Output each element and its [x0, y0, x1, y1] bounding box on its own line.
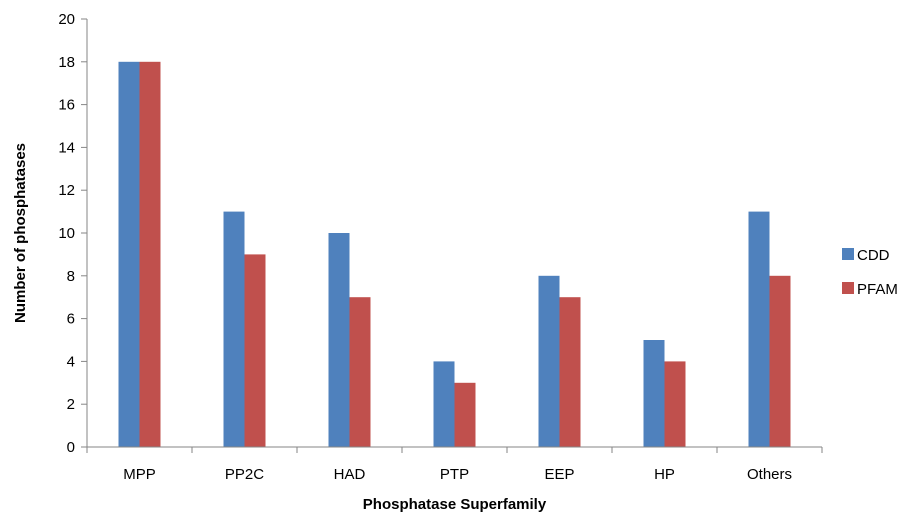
y-tick-label: 2 [67, 396, 75, 413]
x-tick-label: EEP [544, 466, 574, 483]
legend-label-cdd: CDD [857, 247, 890, 264]
x-tick-label: HAD [334, 466, 366, 483]
y-tick-label: 18 [58, 54, 75, 71]
y-tick-label: 14 [58, 139, 75, 156]
bar-pfam-mpp [139, 61, 161, 448]
x-tick-label: PTP [440, 466, 469, 483]
bar-pfam-ptp [454, 382, 476, 447]
legend-swatch-cdd [842, 248, 854, 260]
bar-cdd-eep [538, 275, 560, 447]
x-tick-label: MPP [123, 466, 156, 483]
bar-cdd-ptp [433, 361, 455, 447]
y-tick-label: 6 [67, 311, 75, 328]
bar-cdd-had [328, 233, 350, 447]
bar-pfam-eep [559, 297, 581, 447]
y-tick-label: 0 [67, 439, 75, 456]
bar-pfam-hp [664, 361, 686, 447]
x-tick-label: PP2C [225, 466, 264, 483]
y-ticks: 0 2 4 6 8 10 12 14 16 18 20 [58, 11, 87, 456]
y-tick-label: 10 [58, 225, 75, 242]
x-axis-title: Phosphatase Superfamily [363, 496, 547, 513]
x-tick-label: Others [747, 466, 792, 483]
legend: CDD PFAM [842, 247, 898, 298]
bar-pfam-had [349, 297, 371, 447]
bars-layer [118, 61, 791, 448]
bar-cdd-pp2c [223, 211, 245, 447]
y-tick-label: 8 [67, 268, 75, 285]
legend-label-pfam: PFAM [857, 281, 898, 298]
bar-cdd-others [748, 211, 770, 447]
y-tick-label: 4 [67, 353, 75, 370]
y-tick-label: 20 [58, 11, 75, 28]
bar-pfam-others [769, 275, 791, 447]
y-tick-label: 12 [58, 182, 75, 199]
y-tick-label: 16 [58, 97, 75, 114]
bar-pfam-pp2c [244, 254, 266, 447]
x-tick-label: HP [654, 466, 675, 483]
bar-cdd-hp [643, 340, 665, 447]
x-ticks: MPP PP2C HAD PTP EEP HP Others [86, 447, 823, 483]
legend-swatch-pfam [842, 282, 854, 294]
y-axis-title: Number of phosphatases [12, 143, 29, 323]
bar-cdd-mpp [118, 61, 140, 448]
